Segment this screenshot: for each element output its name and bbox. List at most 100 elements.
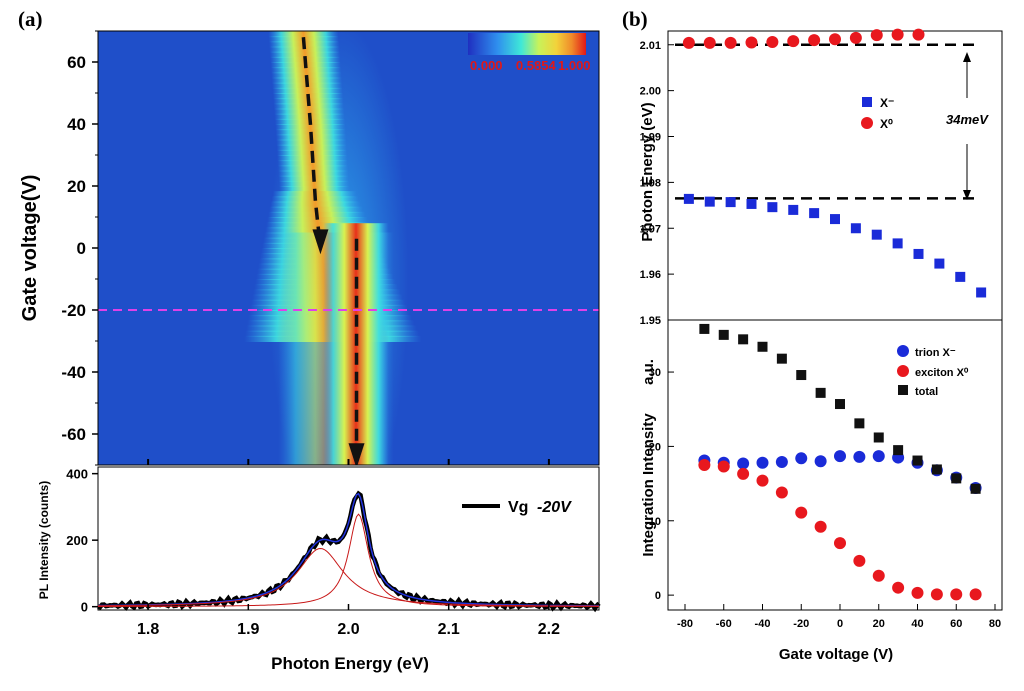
pe-point-0 <box>725 197 736 208</box>
trion-band-slice <box>276 144 347 151</box>
heatmap-ylabel: Gate voltage(V) <box>19 175 41 322</box>
ii-point-1 <box>872 569 885 582</box>
pe-legend-circle <box>861 117 873 129</box>
exciton-trace-arrowhead <box>348 443 365 465</box>
ii-point-1 <box>834 537 846 550</box>
pl-ylabel: PL Intensity (counts) <box>37 481 51 599</box>
trion-band-slice <box>271 67 342 74</box>
pe-point-0 <box>934 258 945 269</box>
pe-point-0 <box>955 271 966 282</box>
pe-point-0 <box>850 223 861 234</box>
ii-xtick-label: -20 <box>793 618 809 630</box>
pe-point-0 <box>767 202 778 213</box>
ii-point-1 <box>795 506 808 519</box>
ii-point-2 <box>970 483 981 494</box>
pe-point-0 <box>683 193 694 204</box>
pl-ytick-label: 0 <box>81 600 88 615</box>
ii-ylabel-unit: a.u. <box>640 359 657 385</box>
ii-point-2 <box>873 432 884 443</box>
ii-xtick-label: 60 <box>950 618 962 630</box>
ii-xtick-label: -40 <box>755 618 771 630</box>
trion-band-slice <box>272 87 343 94</box>
pl-xlabel: Photon Energy (eV) <box>271 654 429 673</box>
ii-point-0 <box>756 456 769 469</box>
ii-point-2 <box>757 341 768 352</box>
pe-legend-square <box>862 97 872 107</box>
heatmap-ytick-label: 60 <box>67 53 86 72</box>
pe-ytick-label: 2.01 <box>640 40 661 52</box>
trion-band-slice <box>267 217 368 224</box>
pe-point-1 <box>829 33 841 46</box>
ii-point-1 <box>737 467 750 480</box>
ii-legend-label-1: exciton X⁰ <box>915 367 969 379</box>
pe-frame <box>667 30 1003 321</box>
gate-voltage-heatmap: 0.000 0.5854 1.000 60 40 20 0 -20 -40 -60 Gate v… <box>19 30 600 466</box>
ii-xtick-label: 80 <box>989 618 1001 630</box>
pe-point-1 <box>849 31 862 44</box>
pe-ytick-label: 2.00 <box>640 86 661 98</box>
trion-band-slice <box>278 165 349 172</box>
pe-ytick-label: 1.99 <box>640 132 661 144</box>
heatmap-ytick-label: -40 <box>61 363 86 382</box>
trion-trace-arrowhead <box>312 229 329 255</box>
ii-point-2 <box>776 353 787 364</box>
pl-ytick-label: 200 <box>66 533 88 548</box>
pl-spectrum-chart: 1.8 1.9 2.0 2.1 2.2 0 200 400 Vg -20V Photon En… <box>37 466 601 673</box>
ii-point-1 <box>930 588 943 601</box>
ii-point-0 <box>872 450 885 463</box>
colorbar <box>468 33 586 55</box>
pe-legend-label-0: X⁻ <box>880 96 894 110</box>
pe-ytick-label: 1.96 <box>640 269 661 281</box>
trion-band-slice <box>274 108 345 115</box>
pe-point-1 <box>891 28 904 41</box>
panel-label-b: (b) <box>622 7 648 31</box>
pl-xtick-label: 2.2 <box>538 621 560 638</box>
pe-point-1 <box>724 36 737 49</box>
pl-xtick-label: 1.9 <box>237 621 259 638</box>
ii-legend-marker-0 <box>897 345 909 357</box>
pl-legend-prefix: Vg <box>508 499 528 516</box>
pe-point-1 <box>912 28 925 41</box>
pe-ytick-label: 1.95 <box>640 315 661 327</box>
pe-point-0 <box>809 208 820 219</box>
ii-point-2 <box>951 473 962 484</box>
ii-point-1 <box>814 520 827 533</box>
ii-xtick-label: -60 <box>716 618 732 630</box>
ii-point-0 <box>795 452 808 465</box>
heatmap-ytick-label: -20 <box>61 301 86 320</box>
ii-xtick-label: 40 <box>911 618 923 630</box>
colorbar-label-0: 0.000 <box>470 58 503 73</box>
trion-band-slice <box>279 180 350 187</box>
pl-fit-exciton-line <box>97 513 600 607</box>
ii-xtick-label: 20 <box>873 618 885 630</box>
ii-point-2 <box>815 387 826 398</box>
pe-point-0 <box>746 198 757 209</box>
ii-legend-label-2: total <box>915 386 938 398</box>
ii-point-2 <box>931 464 942 475</box>
ii-point-2 <box>699 323 710 334</box>
ii-point-2 <box>835 399 845 410</box>
trion-trace <box>301 37 323 249</box>
pl-xtick-label: 1.8 <box>137 621 159 638</box>
ii-legend-label-0: trion X⁻ <box>915 347 956 359</box>
pe-point-1 <box>766 36 779 49</box>
pe-point-1 <box>703 36 716 49</box>
ii-legend-marker-1 <box>897 365 909 377</box>
ii-point-0 <box>737 457 750 470</box>
ii-point-2 <box>893 445 904 456</box>
pl-legend-value: -20V <box>537 499 572 516</box>
trion-band-slice <box>268 31 339 38</box>
pe-point-1 <box>787 35 800 48</box>
pe-point-1 <box>808 34 821 47</box>
trion-band-slice <box>273 103 344 110</box>
ii-point-2 <box>854 418 865 429</box>
pl-xtick-label: 2.0 <box>337 621 359 638</box>
heatmap-ytick-label: 20 <box>67 177 86 196</box>
trion-band-slice <box>269 51 341 58</box>
ii-point-1 <box>775 486 788 499</box>
panel-label-a: (a) <box>18 7 43 31</box>
ii-point-1 <box>717 460 730 473</box>
heatmap-ytick-label: 0 <box>77 239 86 258</box>
ii-ytick-label: 0 <box>655 590 661 602</box>
